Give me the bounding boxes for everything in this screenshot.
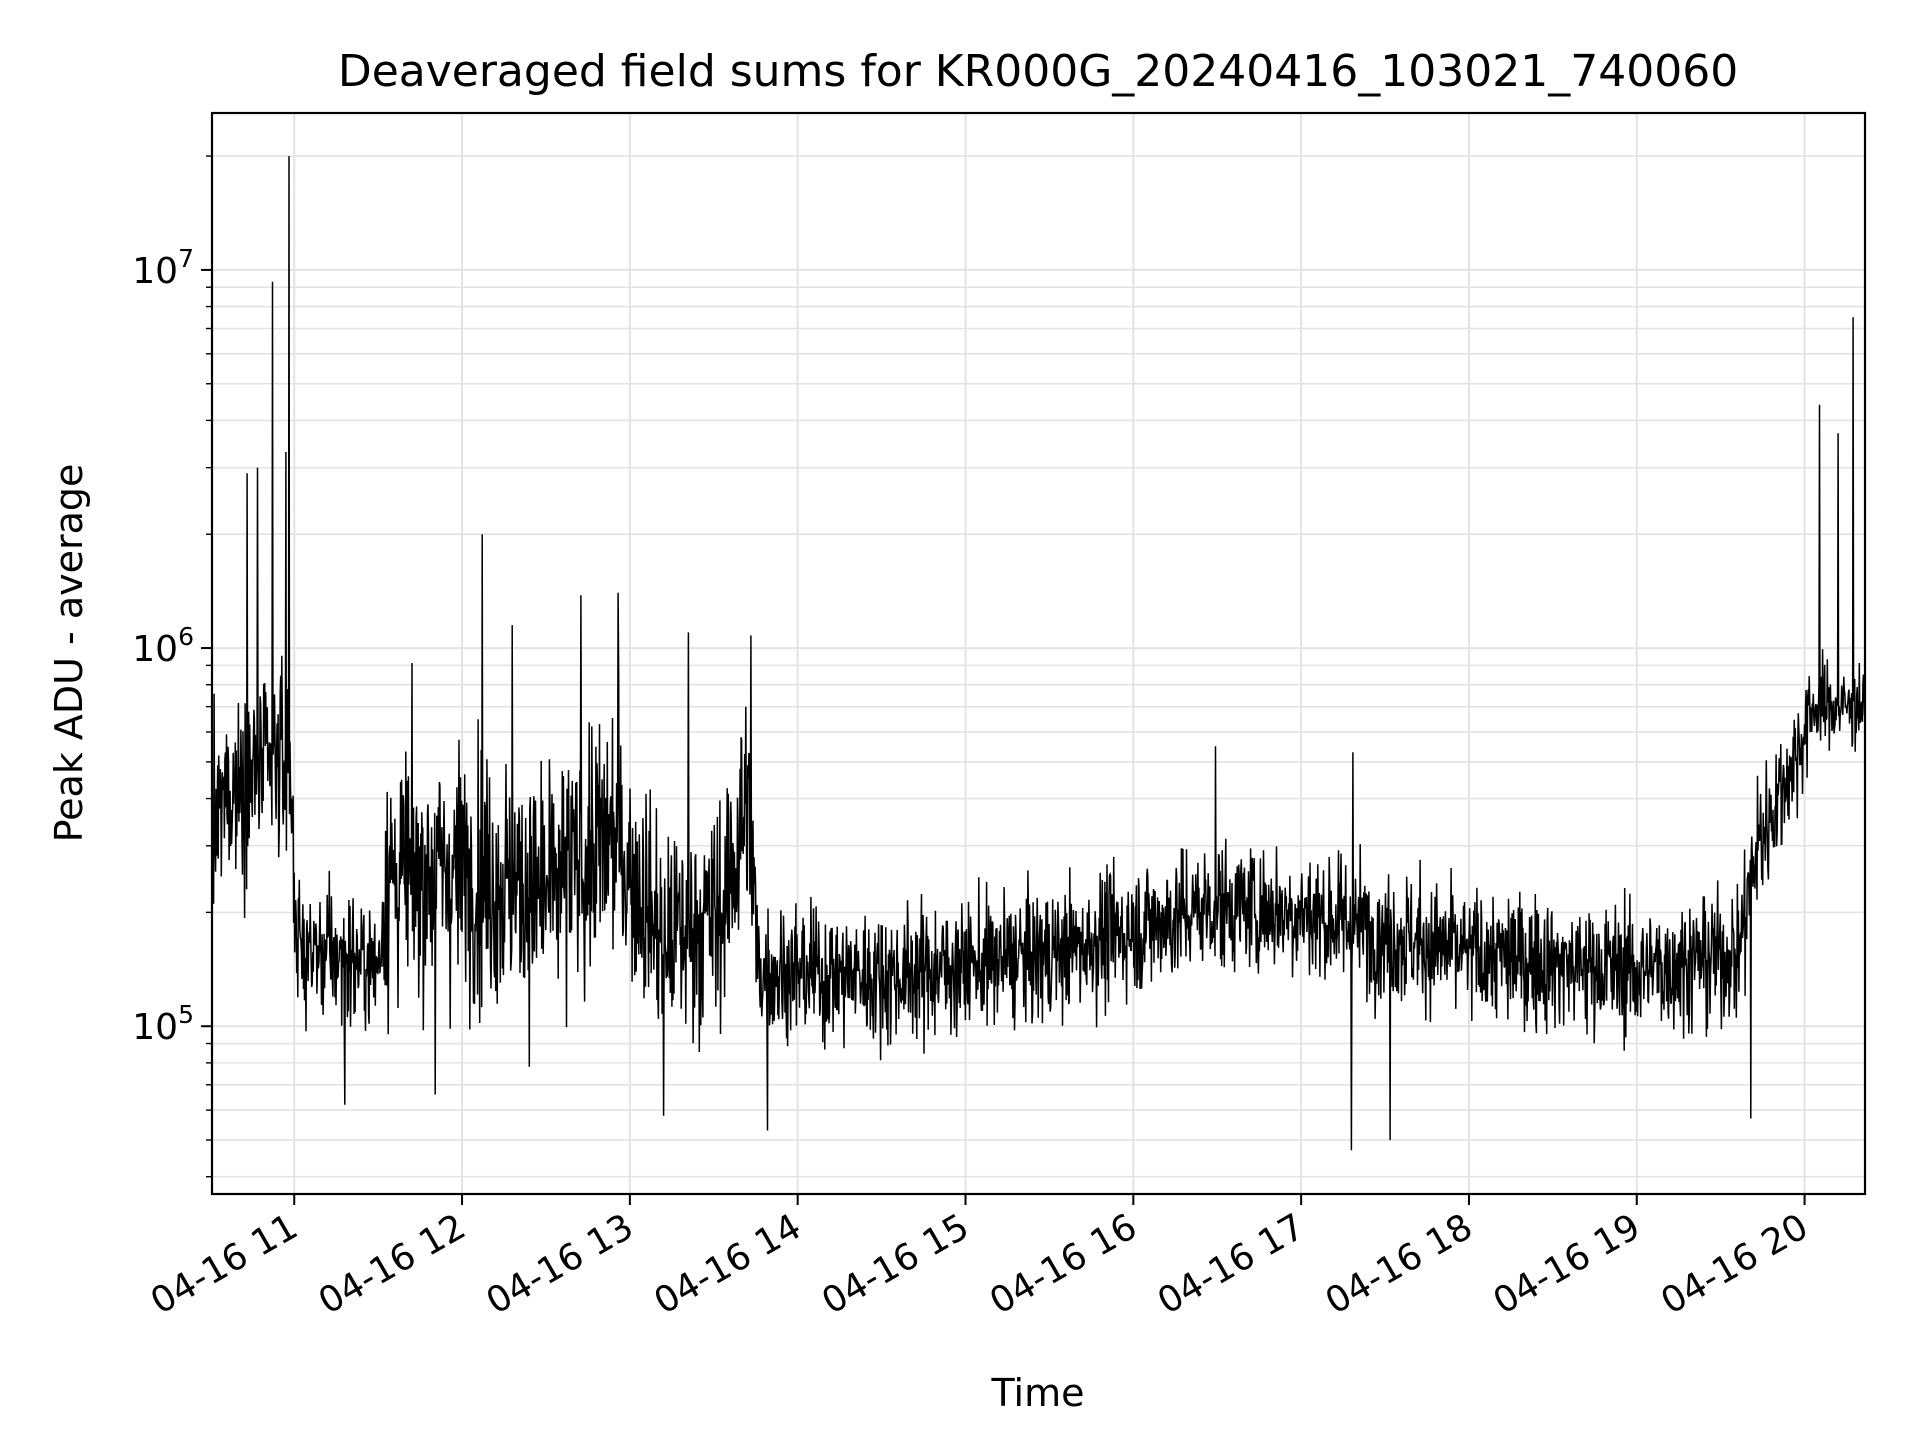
series-line	[211, 156, 1866, 1151]
y-tick-label: 105	[132, 1000, 194, 1048]
series-group	[211, 156, 1866, 1151]
plot-frame	[210, 111, 1867, 1196]
y-tick-label: 106	[132, 622, 194, 670]
x-axis-label: Time	[991, 1371, 1085, 1415]
chart-title: Deaveraged field sums for KR000G_2024041…	[338, 46, 1738, 97]
y-tick-label: 107	[132, 244, 194, 292]
y-axis-label: Peak ADU - average	[47, 464, 91, 843]
